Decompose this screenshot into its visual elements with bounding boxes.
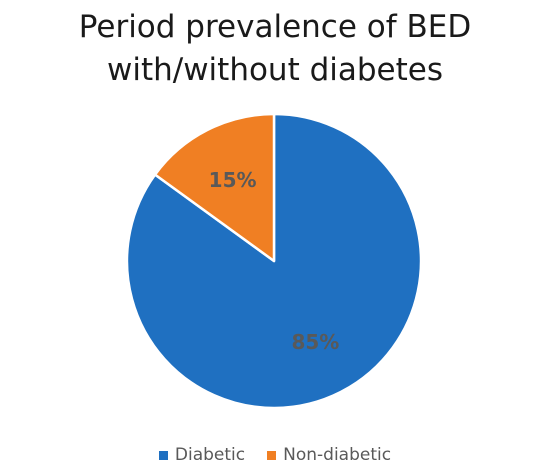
- pie-data-labels: 85% 15%: [209, 168, 340, 354]
- chart-title: Period prevalence of BED with/without di…: [0, 6, 550, 92]
- data-label-non-diabetic: 15%: [209, 168, 257, 192]
- pie-slices: [125, 112, 423, 410]
- legend-item-non-diabetic: Non-diabetic: [267, 445, 391, 465]
- data-label-diabetic: 85%: [291, 330, 339, 354]
- legend-label-non-diabetic: Non-diabetic: [283, 445, 392, 465]
- legend-swatch-non-diabetic: [267, 450, 277, 460]
- legend-item-diabetic: Diabetic: [158, 445, 246, 465]
- legend-swatch-diabetic: [158, 450, 168, 460]
- legend-label-diabetic: Diabetic: [174, 445, 246, 465]
- legend: Diabetic Non-diabetic: [0, 445, 550, 465]
- chart-title-text: Period prevalence of BED with/without di…: [78, 9, 472, 88]
- pie-slice-non-diabetic: [153, 112, 276, 263]
